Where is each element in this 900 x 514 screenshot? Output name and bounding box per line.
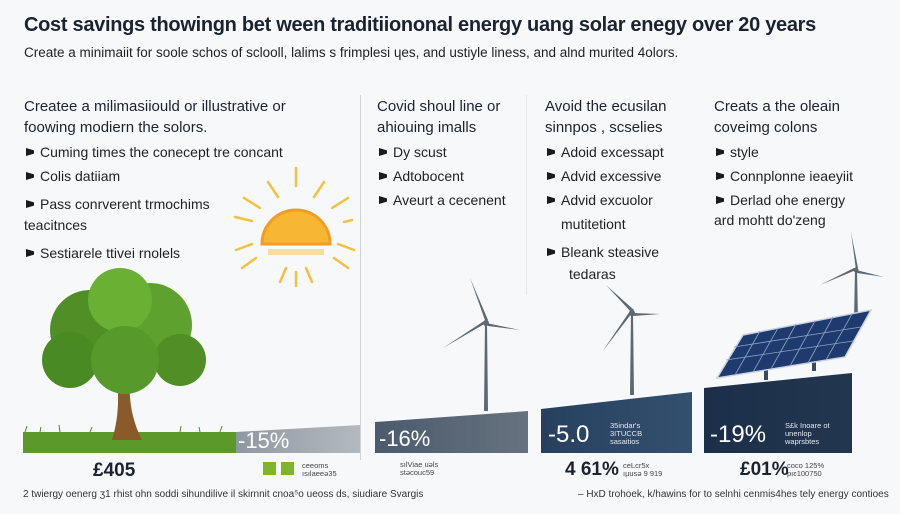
bar-label: -16% xyxy=(379,426,431,451)
column-heading: Creats a the oleain coveimg colons xyxy=(714,98,840,136)
bullet-item: Bleank steasive xyxy=(545,243,705,262)
bar-4 xyxy=(704,373,852,453)
footer-note-left: 2 twiergy oenerg ʒ1 rhist ohn soddi sihu… xyxy=(23,489,424,500)
bullet-item: Adoid excessapt xyxy=(545,143,705,162)
bullet-item: style xyxy=(714,143,894,162)
column-heading: Covid shoul line or ahiouing imalls xyxy=(377,98,501,136)
column-4: Creats a the oleain coveimg colons style … xyxy=(714,96,894,230)
bullet-item: Colis datiiam xyxy=(24,167,324,186)
column-heading: Createe a milimasiiould or illustrative … xyxy=(24,98,286,136)
column-2: Covid shoul line or ahiouing imalls Dy sc… xyxy=(377,96,527,210)
bullet-item: Derlad ohe energy xyxy=(714,191,894,210)
value-label: £405 xyxy=(93,460,136,481)
bar-2 xyxy=(375,411,528,453)
bullet-continuation: tedaras xyxy=(569,266,616,282)
bullet-item: Aveurt a cecenent xyxy=(377,191,527,210)
value-note: coco 125% pıɛ100750 xyxy=(787,461,825,478)
bullet-item: Connplonne ieaeyiit xyxy=(714,167,894,186)
legend-swatch xyxy=(281,462,294,475)
wind-turbine-icon xyxy=(602,285,660,395)
bar-label: -15% xyxy=(238,428,290,453)
bullet-continuation: teacitnces xyxy=(24,217,88,233)
bullet-item: Sestiarele ttivei rnolels xyxy=(24,244,324,263)
bar-1 xyxy=(236,425,360,453)
bullet-item: Cuming times the conecept tre concant xyxy=(24,143,324,162)
value-label: 4 61% xyxy=(565,459,619,480)
bullet-item: Pass conrverent trmochims xyxy=(24,195,324,214)
sun-icon xyxy=(233,166,356,288)
bar-3 xyxy=(541,392,692,453)
bullet-item: Advid excuolor xyxy=(545,191,705,210)
bullet-continuation: mutitetiont xyxy=(561,216,626,232)
tree-icon xyxy=(42,268,206,440)
bullet-continuation: ard mohtt do'zeng xyxy=(714,212,826,228)
page-subtitle: Create a minimaiit for soole schos of sc… xyxy=(24,45,679,60)
solar-panel-icon xyxy=(715,308,873,380)
column-1: Createe a milimasiiould or illustrative … xyxy=(24,96,324,263)
wind-turbine-icon xyxy=(820,232,884,320)
bar-note: 35indar's 3ITUCCB sasaitios xyxy=(610,421,643,446)
grass-strip xyxy=(23,432,236,453)
value-note: ceeoms ısılaeeə35 xyxy=(302,461,337,478)
value-note: sılViae uəls stəcouc59 xyxy=(400,460,439,477)
legend-swatch xyxy=(263,462,276,475)
value-label: £01% xyxy=(740,459,789,480)
bar-label: -19% xyxy=(710,421,767,448)
bullet-item: Adtobocent xyxy=(377,167,527,186)
bullet-item: Advid excessive xyxy=(545,167,705,186)
footer-note-right: – HxD trohoek, k/hawins for to selnhi ce… xyxy=(578,489,889,500)
bullet-item: Dy scust xyxy=(377,143,527,162)
bar-label: -5.0 xyxy=(548,421,590,448)
column-3: Avoid the ecusilan sinnpos , scselies Ado… xyxy=(545,96,705,284)
grass-blades xyxy=(24,424,223,433)
wind-turbine-icon xyxy=(443,278,520,411)
page-title: Cost savings thowingn bet ween traditiio… xyxy=(24,14,816,36)
column-heading: Avoid the ecusilan sinnpos , scselies xyxy=(545,98,667,136)
bar-note: S£k Inoare ot unenlop waprsbtes xyxy=(785,421,830,446)
value-note: ceLcr5x ıµusə 9 919 xyxy=(623,461,663,478)
column-divider xyxy=(360,95,361,460)
